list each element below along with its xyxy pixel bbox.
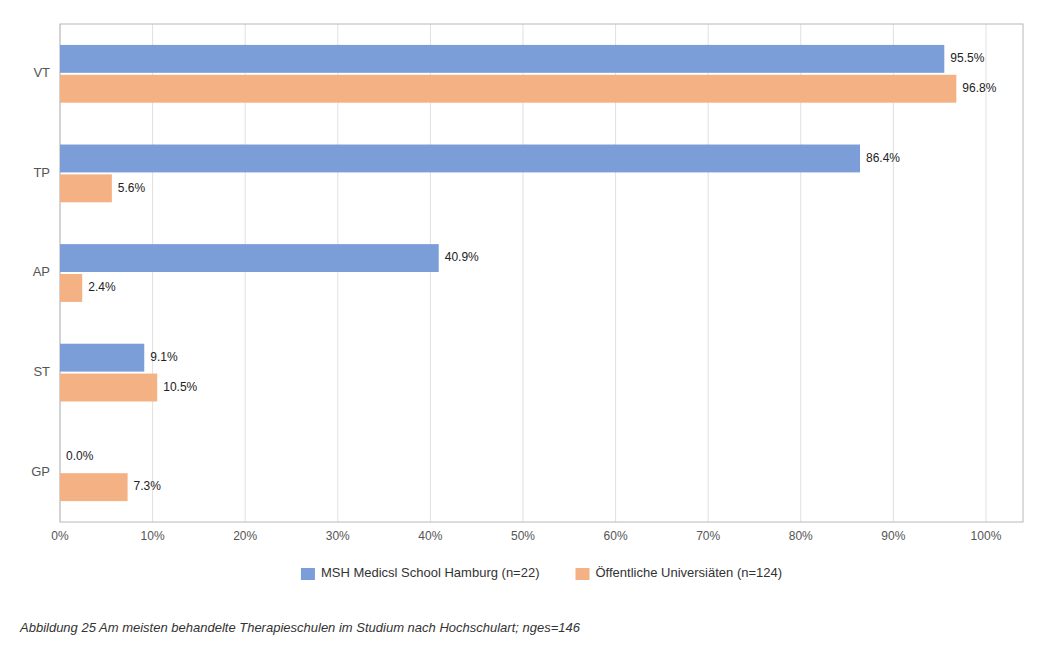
x-tick-label: 0%: [51, 529, 69, 543]
chart-container: 0% 10% 20% 30% 40% 50% 60% 70% 80% 90% 100% GP ST AP T…: [0, 0, 1057, 652]
chart-svg: 0% 10% 20% 30% 40% 50% 60% 70% 80% 90% 100% GP ST AP T…: [0, 0, 1057, 652]
bar: Öffentliche Universiäten (n=124): 2.4%: [60, 274, 82, 302]
caption: Abbildung 25 Am meisten behandelte Thera…: [19, 620, 581, 635]
data-labels: 0.0% 9.1% 40.9% 86.4% 95.5% 7.3% 10.5% 2.4% 5.6%…: [66, 51, 997, 493]
data-label: 86.4%: [866, 151, 900, 165]
bar: MSH Medicsl School Hamburg (n=22): 9.1%: [60, 344, 144, 372]
y-tick-label: AP: [33, 264, 50, 279]
x-tick-label: 50%: [511, 529, 535, 543]
y-tick-label: VT: [33, 65, 50, 80]
bar: Öffentliche Universiäten (n=124): 96.8%: [60, 75, 956, 103]
bar: Öffentliche Universiäten (n=124): 7.3%: [60, 473, 128, 501]
bar: Öffentliche Universiäten (n=124): 5.6%: [60, 174, 112, 202]
data-label: 95.5%: [950, 51, 984, 65]
data-label: 9.1%: [150, 350, 178, 364]
grid: [60, 24, 986, 522]
y-tick-label: GP: [31, 464, 50, 479]
x-tick-label: 70%: [696, 529, 720, 543]
legend-item: MSH Medicsl School Hamburg (n=22): [301, 565, 540, 580]
plot-frame: [60, 24, 1023, 522]
legend-swatch: [301, 568, 315, 580]
x-tick-label: 60%: [604, 529, 628, 543]
legend: MSH Medicsl School Hamburg (n=22) Öffentl…: [301, 565, 782, 580]
bar: MSH Medicsl School Hamburg (n=22): 86.4%: [60, 145, 860, 173]
x-tick-label: 80%: [789, 529, 813, 543]
y-tick-label: ST: [33, 364, 50, 379]
bar: MSH Medicsl School Hamburg (n=22): 95.5%: [60, 45, 944, 73]
data-label: 2.4%: [88, 280, 116, 294]
data-label: 0.0%: [66, 449, 94, 463]
bars: MSH Medicsl School Hamburg (n=22): 0.0% M…: [60, 45, 956, 501]
data-label: 10.5%: [163, 380, 197, 394]
legend-label: MSH Medicsl School Hamburg (n=22): [321, 565, 540, 580]
data-label: 96.8%: [962, 81, 996, 95]
grid-line: [985, 24, 986, 522]
bar: Öffentliche Universiäten (n=124): 10.5%: [60, 374, 157, 402]
legend-label: Öffentliche Universiäten (n=124): [596, 565, 783, 580]
bar: MSH Medicsl School Hamburg (n=22): 0.0%: [60, 443, 61, 471]
bar: MSH Medicsl School Hamburg (n=22): 40.9%: [60, 244, 439, 272]
data-label: 7.3%: [134, 479, 162, 493]
x-tick-label: 10%: [141, 529, 165, 543]
y-tick-label: TP: [33, 165, 50, 180]
x-tick-label: 20%: [233, 529, 257, 543]
data-label: 40.9%: [445, 250, 479, 264]
x-tick-label: 100%: [971, 529, 1002, 543]
legend-swatch: [576, 568, 590, 580]
x-tick-label: 90%: [881, 529, 905, 543]
x-tick-label: 40%: [418, 529, 442, 543]
data-label: 5.6%: [118, 181, 146, 195]
legend-item: Öffentliche Universiäten (n=124): [576, 565, 783, 580]
x-tick-label: 30%: [326, 529, 350, 543]
